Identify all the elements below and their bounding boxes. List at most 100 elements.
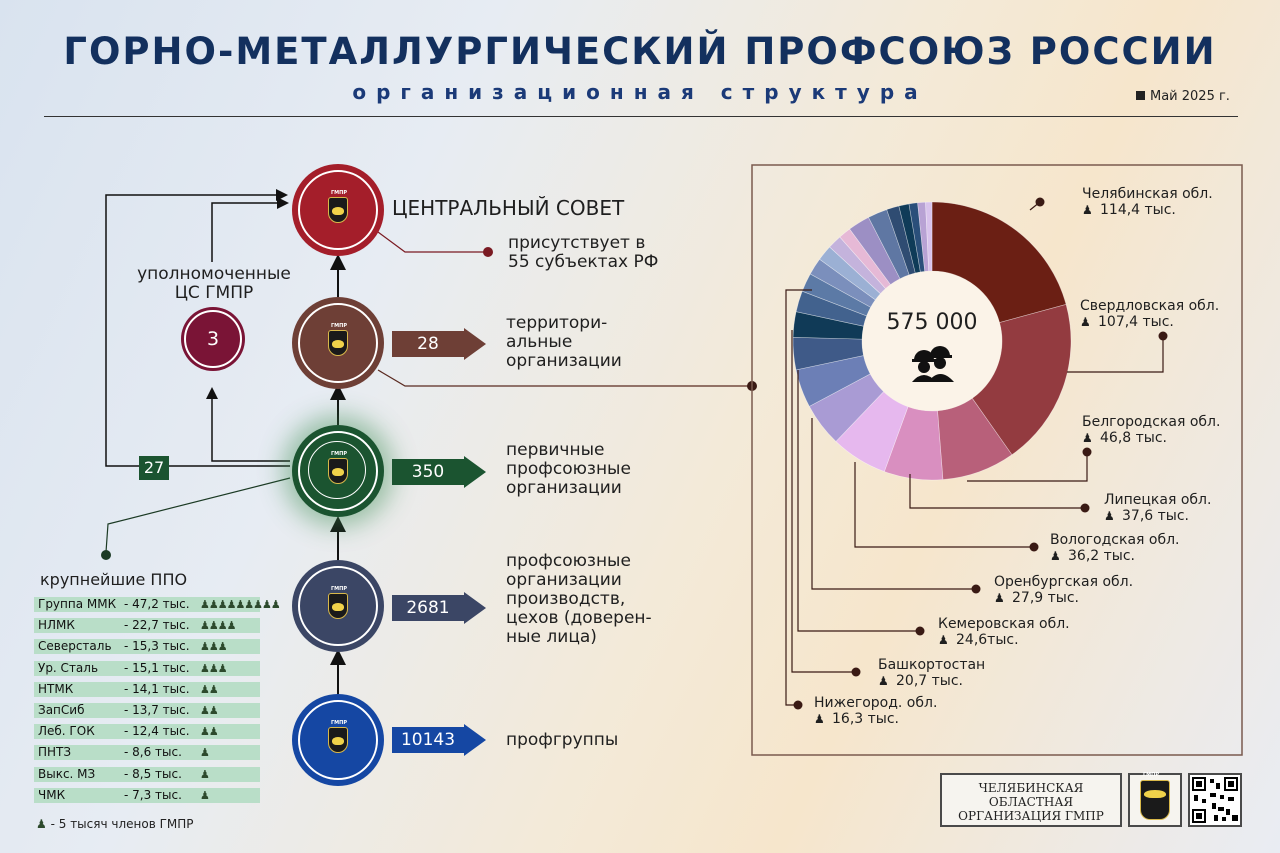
region-leader-line [811,418,976,590]
primary-node: ГМПР [292,425,384,517]
footer-emblem-box: ГМПР [1128,772,1182,827]
workers-icon: ♟ [1082,203,1093,217]
region-value-text: 27,9 тыс. [1012,590,1079,606]
region-name: Оренбургская обл. [994,574,1134,590]
gmpr-emblem-icon: ГМПР [328,323,348,356]
donut-center-total: 575 000 [886,310,978,335]
ppo-value: - 13,7 тыс. [124,703,190,717]
region-leader-dot [1035,197,1045,207]
person-icon: ♟ [36,817,47,831]
authorized-node: 3 [181,307,245,371]
region-leader-line [791,330,856,673]
page-title: ГОРНО-МЕТАЛЛУРГИЧЕСКИЙ ПРОФСОЮЗ РОССИИ [63,30,1217,73]
gmpr-emblem-icon: ГМПР [1140,772,1170,820]
workers-icon: ♟ [878,674,889,688]
date-text: Май 2025 г. [1150,89,1230,104]
region-leader-dot [1158,331,1168,341]
central-note-dot [483,247,493,257]
person-icons: ♟ [200,788,210,802]
region-value-text: 46,8 тыс. [1100,430,1167,446]
arrow-authorized-to-central [211,197,289,262]
workers-icon: ♟ [1104,509,1115,523]
primary-to-ppo-line [105,477,291,553]
person-icons: ♟ [200,767,210,781]
ppo-row: ЗапСиб - 13,7 тыс. ♟♟ [34,703,260,718]
gmpr-emblem-icon: ГМПР [328,190,348,223]
primary-to-ppo-dot [101,550,111,560]
ppo-value: - 15,3 тыс. [124,639,190,654]
primary-count: 350 [392,459,464,485]
region-leader-line [909,474,1085,509]
ppo-value: - 12,4 тыс. [124,724,190,739]
region-leader-line [797,370,920,632]
workers-icon [908,342,956,382]
ppo-name: Выкс. МЗ [38,766,96,781]
ppo-value: - 14,1 тыс. [124,681,190,696]
region-name: Нижегород. обл. [814,695,938,711]
region-value: ♟ 107,4 тыс. [1080,314,1174,330]
region-leader-dot [1082,447,1092,457]
workers-icon: ♟ [1082,431,1093,445]
ppo-name: ПНТЗ [38,745,72,760]
central-council-note: присутствует в 55 субъектах РФ [508,233,659,272]
region-leader-dot [851,667,861,677]
region-name: Свердловская обл. [1080,298,1220,314]
region-value-text: 37,6 тыс. [1122,508,1189,524]
ppo-row: Выкс. МЗ - 8,5 тыс. ♟ [34,766,260,782]
ppo-value: - 22,7 тыс. [124,618,190,633]
footer-org-box: ЧЕЛЯБИНСКАЯ ОБЛАСТНАЯ ОРГАНИЗАЦИЯ ГМПР [940,773,1122,827]
region-name: Башкортостан [878,657,986,673]
gmpr-emblem-icon: ГМПР [328,720,348,753]
ppo-row: Ур. Сталь - 15,1 тыс. ♟♟♟ [34,660,260,676]
ppo-name: ЧМК [38,787,66,802]
person-icons: ♟♟♟ [200,640,228,654]
region-value: ♟ 16,3 тыс. [814,711,899,727]
region-value: ♟ 114,4 тыс. [1082,202,1176,218]
ppo-name: Ур. Сталь [38,660,99,675]
workers-icon: ♟ [938,633,949,647]
central-council-label: ЦЕНТРАЛЬНЫЙ СОВЕТ [392,196,625,220]
region-leader-dot [915,626,925,636]
territorial-to-chart-line [377,369,750,387]
territorial-count: 28 [392,331,464,357]
workshop-count: 2681 [392,595,464,621]
ppo-row: ЧМК - 7,3 тыс. ♟ [34,787,260,803]
region-leader-line [967,452,1088,482]
person-icons: ♟♟♟ [200,661,228,675]
region-value-text: 24,6тыс. [956,632,1019,648]
ppo-row: Северсталь - 15,3 тыс. ♟♟♟ [34,639,260,655]
ppo-value: - 8,6 тыс. [124,745,182,760]
ppo-name: ЗапСиб [38,703,85,717]
region-leader-line [1067,336,1164,373]
direct-count-badge: 27 [139,456,169,480]
person-icons: ♟ [200,746,210,760]
groups-node: ГМПР [292,694,384,786]
chart-frame [751,164,1243,756]
central-note-line [377,231,484,253]
region-value-text: 114,4 тыс. [1100,202,1176,218]
largest-ppo-title: крупнейшие ППО [40,570,188,589]
authorized-count: 3 [206,328,220,350]
region-value: ♟ 24,6тыс. [938,632,1019,648]
workshop-label: профсоюзные организации производств, цех… [506,551,652,647]
authorized-label: уполномоченные ЦС ГМПР [137,264,291,303]
qr-code[interactable] [1188,773,1242,827]
region-value: ♟ 36,2 тыс. [1050,548,1135,564]
region-leader-dot [1029,542,1039,552]
region-leader-dot [971,584,981,594]
ppo-name: Группа ММК [38,597,117,611]
region-name: Липецкая обл. [1104,492,1212,508]
territorial-node: ГМПР [292,297,384,389]
ppo-row: НТМК - 14,1 тыс. ♟♟ [34,681,260,697]
workers-icon: ♟ [994,591,1005,605]
workers-icon: ♟ [814,712,825,726]
date-stamp: Май 2025 г. [1136,89,1230,104]
arrow-primary-to-authorized [206,387,290,462]
ppo-row: Леб. ГОК - 12,4 тыс. ♟♟ [34,724,260,740]
gmpr-emblem-icon: ГМПР [328,451,348,484]
person-icons: ♟♟♟♟ [200,619,236,633]
gmpr-emblem-icon: ГМПР [328,586,348,619]
workshop-node: ГМПР [292,560,384,652]
